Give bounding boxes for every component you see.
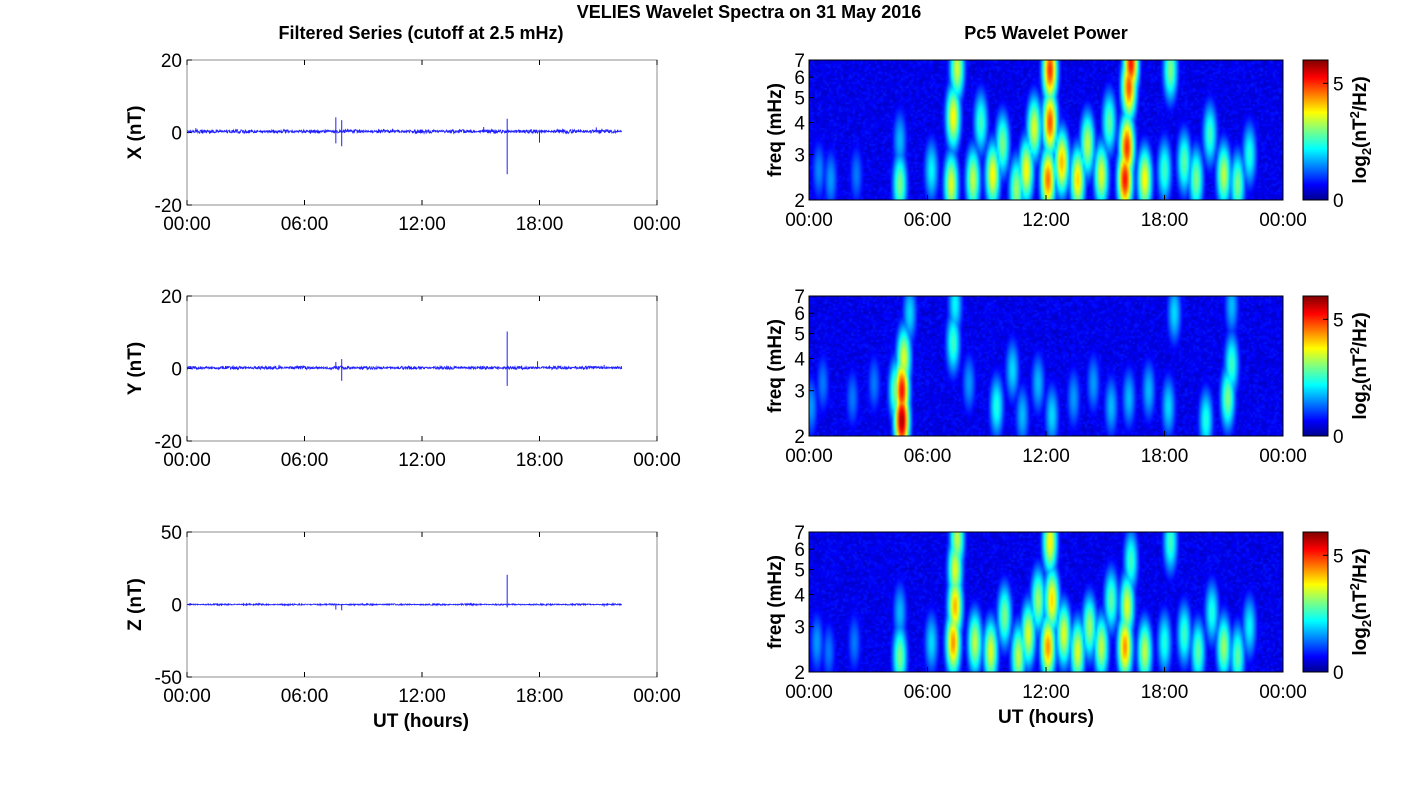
x-tick-label: 06:00 xyxy=(904,446,952,467)
y-axis-label: X (nT) xyxy=(125,106,146,160)
wavelet-power-raster xyxy=(809,60,1283,200)
x-tick-label: 18:00 xyxy=(1141,682,1189,703)
colorbar-tick-label: 0 xyxy=(1333,663,1344,684)
wavelet-power-raster xyxy=(809,532,1283,672)
colorbar-tick-label: 5 xyxy=(1333,310,1344,331)
y-axis-label: freq (mHz) xyxy=(765,555,786,649)
y-tick-label: 3 xyxy=(794,146,805,167)
y-axis-label: freq (mHz) xyxy=(765,319,786,413)
x-tick-label: 06:00 xyxy=(281,450,329,471)
y-tick-label: 20 xyxy=(161,287,182,308)
colorbar xyxy=(1302,295,1329,437)
y-tick-label: 3 xyxy=(794,382,805,403)
colorbar xyxy=(1302,531,1329,673)
colorbar-tick-label: 0 xyxy=(1333,191,1344,212)
y-tick-label: 7 xyxy=(794,51,805,72)
y-tick-label: 5 xyxy=(794,561,805,582)
trace-group xyxy=(187,331,623,386)
colorbar-label: log2(nT2/Hz) xyxy=(1347,76,1374,183)
y-tick-label: 2 xyxy=(794,191,805,212)
x-tick-label: 12:00 xyxy=(1022,210,1070,231)
y-tick-label: 4 xyxy=(794,586,805,607)
y-tick-label: -20 xyxy=(155,196,182,217)
y-tick-label: 0 xyxy=(171,124,182,145)
left-column-title: Filtered Series (cutoff at 2.5 mHz) xyxy=(278,23,563,43)
y-tick-label: 0 xyxy=(171,360,182,381)
x-tick-label: 18:00 xyxy=(1141,446,1189,467)
x-tick-label: 00:00 xyxy=(163,450,211,471)
y-tick-label: 6 xyxy=(794,68,805,89)
y-tick-label: 5 xyxy=(794,325,805,346)
colorbar-tick-label: 5 xyxy=(1333,546,1344,567)
right-x-axis-label: UT (hours) xyxy=(998,707,1094,728)
x-tick-label: 06:00 xyxy=(281,214,329,235)
x-tick-label: 00:00 xyxy=(633,214,681,235)
y-tick-label: 2 xyxy=(794,663,805,684)
x-tick-label: 00:00 xyxy=(785,682,833,703)
colorbar xyxy=(1302,59,1329,201)
x-tick-label: 12:00 xyxy=(1022,446,1070,467)
x-tick-label: 06:00 xyxy=(281,686,329,707)
right-column-title: Pc5 Wavelet Power xyxy=(964,23,1127,43)
x-tick-label: 18:00 xyxy=(516,214,564,235)
y-axis-label: Z (nT) xyxy=(125,578,146,631)
y-tick-label: 4 xyxy=(794,350,805,371)
y-tick-label: 5 xyxy=(794,89,805,110)
colorbar-tick-label: 0 xyxy=(1333,427,1344,448)
x-tick-label: 12:00 xyxy=(398,686,446,707)
x-tick-label: 00:00 xyxy=(785,446,833,467)
z-component-timeseries-panel: 00:00 06:00 12:00 18:00 00:00 50 0 -50 Z (nT) xyxy=(125,523,681,707)
x-tick-label: 00:00 xyxy=(785,210,833,231)
colorbar-tick-label: 5 xyxy=(1333,74,1344,95)
y-tick-label: 7 xyxy=(794,287,805,308)
y-tick-label: 7 xyxy=(794,523,805,544)
colorbar-label: log2(nT2/Hz) xyxy=(1347,312,1374,419)
trace-group xyxy=(187,574,622,611)
signal-trace xyxy=(187,602,622,607)
x-tick-label: 00:00 xyxy=(633,450,681,471)
x-tick-label: 00:00 xyxy=(1259,682,1307,703)
x-tick-label: 12:00 xyxy=(398,450,446,471)
y-tick-label: 50 xyxy=(161,523,182,544)
y-tick-label: 2 xyxy=(794,427,805,448)
y-tick-label: 3 xyxy=(794,618,805,639)
x-tick-label: 06:00 xyxy=(904,210,952,231)
y-axis-label: Y (nT) xyxy=(125,342,146,395)
signal-trace xyxy=(187,364,623,372)
y-tick-label: 6 xyxy=(794,304,805,325)
y-tick-label: 6 xyxy=(794,540,805,561)
y-tick-label: -50 xyxy=(155,668,182,689)
wavelet-power-raster xyxy=(809,296,1283,436)
figure-title: VELIES Wavelet Spectra on 31 May 2016 xyxy=(577,2,922,22)
left-x-axis-label: UT (hours) xyxy=(373,711,469,732)
x-tick-label: 12:00 xyxy=(1022,682,1070,703)
x-tick-label: 00:00 xyxy=(163,686,211,707)
x-tick-label: 18:00 xyxy=(516,450,564,471)
y-tick-label: 20 xyxy=(161,51,182,72)
y-tick-label: -20 xyxy=(155,432,182,453)
signal-trace xyxy=(187,128,622,135)
colorbar-label: log2(nT2/Hz) xyxy=(1347,548,1374,655)
y-component-timeseries-panel: 00:00 06:00 12:00 18:00 00:00 20 0 -20 Y (nT) xyxy=(125,287,681,471)
trace-group xyxy=(187,117,622,175)
x-tick-label: 00:00 xyxy=(163,214,211,235)
x-tick-label: 00:00 xyxy=(1259,210,1307,231)
x-tick-label: 00:00 xyxy=(1259,446,1307,467)
x-tick-label: 18:00 xyxy=(1141,210,1189,231)
x-tick-label: 06:00 xyxy=(904,682,952,703)
y-tick-label: 0 xyxy=(171,596,182,617)
x-component-timeseries-panel: 00:00 06:00 12:00 18:00 00:00 20 0 -20 X (nT) xyxy=(125,51,681,235)
y-tick-label: 4 xyxy=(794,114,805,135)
x-tick-label: 00:00 xyxy=(633,686,681,707)
x-tick-label: 12:00 xyxy=(398,214,446,235)
x-tick-label: 18:00 xyxy=(516,686,564,707)
y-axis-label: freq (mHz) xyxy=(765,83,786,177)
